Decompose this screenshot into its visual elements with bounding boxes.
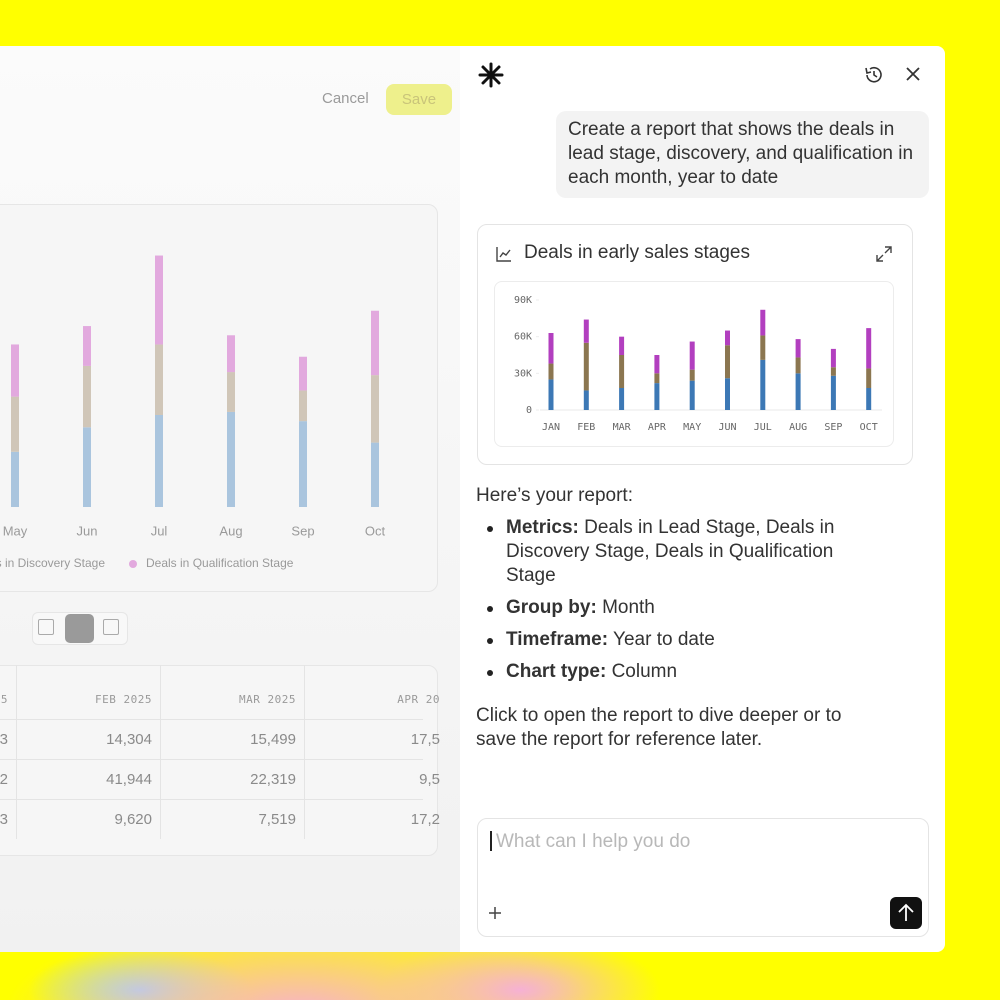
table-cell: 3 bbox=[0, 731, 8, 748]
report-outro: Click to open the report to dive deeper … bbox=[476, 705, 842, 750]
cancel-button[interactable]: Cancel bbox=[322, 90, 369, 107]
report-summary: Metrics: Deals in Lead Stage, Deals in D… bbox=[476, 516, 876, 692]
column-divider bbox=[160, 665, 161, 839]
row-divider bbox=[0, 799, 423, 800]
item-label: Chart type: bbox=[506, 661, 607, 682]
row-divider bbox=[0, 719, 423, 720]
table-cell: 2 bbox=[0, 771, 8, 788]
summary-item: Chart type: Column bbox=[476, 660, 851, 684]
column-header: 5 bbox=[0, 693, 8, 706]
card-title: Deals in early sales stages bbox=[524, 242, 750, 263]
text-cursor bbox=[490, 831, 492, 851]
table-cell: 22,319 bbox=[250, 771, 296, 788]
table-cell: 15,499 bbox=[250, 731, 296, 748]
view-option[interactable] bbox=[38, 619, 54, 635]
bullet bbox=[487, 638, 493, 644]
column-divider bbox=[304, 665, 305, 839]
table-cell: 9,5 bbox=[419, 771, 440, 788]
item-label: Metrics: bbox=[506, 517, 579, 538]
item-value: Month bbox=[602, 597, 655, 618]
close-button[interactable] bbox=[905, 66, 921, 82]
column-header: APR 20 bbox=[397, 693, 440, 706]
view-option-active[interactable] bbox=[65, 614, 94, 643]
item-value: Year to date bbox=[613, 629, 715, 650]
table-card bbox=[0, 665, 438, 856]
summary-item: Metrics: Deals in Lead Stage, Deals in D… bbox=[476, 516, 851, 588]
user-message: Create a report that shows the deals in … bbox=[556, 111, 929, 198]
history-button[interactable] bbox=[863, 64, 885, 86]
item-value: Column bbox=[611, 661, 678, 682]
chart-card bbox=[0, 204, 438, 592]
table-cell: 41,944 bbox=[106, 771, 152, 788]
table-cell: 7,519 bbox=[258, 811, 296, 828]
chart-icon bbox=[496, 247, 511, 262]
attach-button[interactable] bbox=[488, 906, 502, 920]
bullet bbox=[487, 526, 493, 532]
column-divider bbox=[16, 665, 17, 839]
logo bbox=[478, 62, 504, 88]
table-cell: 17,5 bbox=[410, 731, 440, 748]
view-toggle bbox=[32, 612, 128, 645]
column-header: MAR 2025 bbox=[239, 693, 296, 706]
table-cell: 9,620 bbox=[114, 811, 152, 828]
report-card[interactable] bbox=[477, 224, 913, 465]
item-label: Timeframe: bbox=[506, 629, 609, 650]
bullet bbox=[487, 606, 493, 612]
table-cell: 14,304 bbox=[106, 731, 152, 748]
send-button[interactable] bbox=[890, 897, 922, 929]
row-divider bbox=[0, 759, 423, 760]
chat-input[interactable]: What can I help you do bbox=[477, 818, 929, 937]
input-placeholder: What can I help you do bbox=[496, 831, 691, 852]
table-cell: 3 bbox=[0, 811, 8, 828]
item-label: Group by: bbox=[506, 597, 597, 618]
table-cell: 17,2 bbox=[410, 811, 440, 828]
bullet bbox=[487, 670, 493, 676]
column-header: FEB 2025 bbox=[95, 693, 152, 706]
view-option[interactable] bbox=[103, 619, 119, 635]
chart-frame bbox=[494, 281, 894, 447]
report-editor: Cancel Save 5 FEB 2025 MAR 2025 APR 20 3 14,3… bbox=[0, 46, 460, 952]
save-button[interactable]: Save bbox=[386, 84, 452, 115]
assistant-panel: Create a report that shows the deals in … bbox=[460, 46, 945, 952]
expand-button[interactable] bbox=[875, 245, 893, 263]
report-intro: Here’s your report: bbox=[476, 485, 633, 506]
summary-item: Group by: Month bbox=[476, 596, 851, 620]
item-value: Deals in Lead Stage, Deals in Discovery … bbox=[506, 517, 835, 586]
summary-item: Timeframe: Year to date bbox=[476, 628, 851, 652]
